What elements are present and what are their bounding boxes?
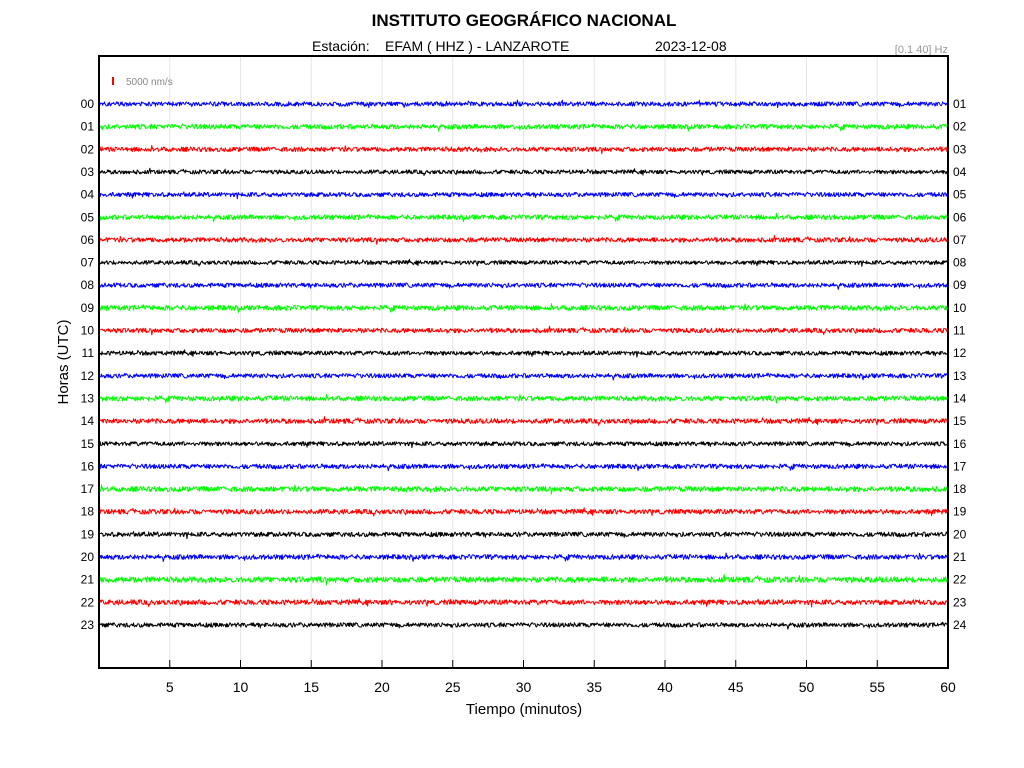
trace-01: [98, 123, 949, 132]
right-hour-label-03: 03: [953, 142, 967, 156]
trace-13: [98, 393, 949, 404]
chart-title: INSTITUTO GEOGRÁFICO NACIONAL: [372, 11, 677, 30]
trace-19: [98, 531, 949, 540]
right-hour-label-23: 23: [953, 595, 967, 609]
trace-14: [98, 416, 949, 426]
x-tick-label-50: 50: [799, 679, 815, 695]
left-hour-label-05: 05: [81, 210, 95, 224]
x-tick-label-40: 40: [657, 679, 673, 695]
right-hour-label-01: 01: [953, 97, 967, 111]
filter-band: [0.1 40] Hz: [895, 44, 948, 56]
right-hour-label-22: 22: [953, 573, 967, 587]
trace-10: [98, 325, 949, 336]
right-hour-labels: 01 02 03 04 05 06 07 08 09 10 11 12 13 14 15 16 17 18 19 20…: [953, 97, 967, 632]
right-hour-label-14: 14: [953, 391, 967, 405]
trace-07: [98, 258, 949, 267]
x-tick-label-55: 55: [869, 679, 885, 695]
trace-00: [98, 99, 949, 109]
right-hour-label-13: 13: [953, 369, 967, 383]
right-hour-label-09: 09: [953, 278, 967, 292]
x-tick-label-10: 10: [233, 679, 249, 695]
left-hour-label-22: 22: [81, 595, 95, 609]
left-hour-label-23: 23: [81, 618, 95, 632]
right-hour-label-11: 11: [953, 324, 966, 338]
trace-06: [98, 235, 949, 245]
trace-16: [98, 463, 949, 472]
right-hour-label-05: 05: [953, 188, 967, 202]
left-hour-label-21: 21: [81, 573, 95, 587]
right-hour-label-15: 15: [953, 414, 967, 428]
x-tick-label-20: 20: [374, 679, 390, 695]
record-date: 2023-12-08: [655, 38, 727, 54]
trace-04: [98, 191, 949, 200]
trace-03: [98, 167, 949, 176]
left-hour-label-19: 19: [81, 527, 95, 541]
trace-23: [98, 621, 949, 630]
trace-11: [98, 349, 949, 358]
left-hour-label-10: 10: [81, 324, 95, 338]
left-hour-label-11: 11: [82, 346, 95, 360]
y-axis-label: Horas (UTC): [55, 319, 72, 404]
left-hour-label-08: 08: [81, 278, 95, 292]
left-hour-label-04: 04: [81, 188, 95, 202]
x-tick-label-25: 25: [445, 679, 461, 695]
trace-21: [98, 573, 949, 586]
left-hour-labels: 00 01 02 03 04 05 06 07 08 09 10 11 12 13 14 15 16 17 18 19…: [81, 97, 95, 632]
left-hour-label-09: 09: [81, 301, 95, 315]
x-tick-label-45: 45: [728, 679, 744, 695]
x-tick-label-35: 35: [586, 679, 602, 695]
right-hour-label-24: 24: [953, 618, 967, 632]
trace-17: [98, 484, 949, 495]
right-hour-label-08: 08: [953, 256, 967, 270]
left-hour-label-07: 07: [81, 256, 95, 270]
left-hour-label-00: 00: [81, 97, 95, 111]
x-tick-label-5: 5: [166, 679, 174, 695]
left-hour-label-02: 02: [81, 142, 95, 156]
left-hour-label-12: 12: [81, 369, 95, 383]
trace-22: [98, 597, 949, 608]
left-hour-label-16: 16: [81, 459, 95, 473]
x-axis-label: Tiempo (minutos): [466, 701, 582, 718]
right-hour-label-07: 07: [953, 233, 967, 247]
station-prefix: Estación:: [312, 38, 370, 54]
right-hour-label-12: 12: [953, 346, 967, 360]
left-hour-label-13: 13: [81, 391, 95, 405]
right-hour-label-21: 21: [953, 550, 967, 564]
right-hour-label-20: 20: [953, 527, 967, 541]
trace-08: [98, 282, 949, 290]
left-hour-label-14: 14: [81, 414, 95, 428]
x-tick-label-60: 60: [940, 679, 956, 695]
scale-label: 5000 nm/s: [126, 77, 173, 88]
left-hour-label-01: 01: [81, 120, 95, 134]
right-hour-label-16: 16: [953, 437, 967, 451]
left-hour-label-20: 20: [81, 550, 95, 564]
x-tick-label-15: 15: [303, 679, 319, 695]
trace-20: [98, 552, 949, 563]
trace-12: [98, 372, 949, 381]
right-hour-label-06: 06: [953, 210, 967, 224]
right-hour-label-17: 17: [953, 459, 967, 473]
left-hour-label-15: 15: [81, 437, 95, 451]
trace-group: [98, 99, 949, 630]
trace-09: [98, 303, 949, 313]
trace-15: [98, 440, 949, 449]
left-hour-label-17: 17: [81, 482, 95, 496]
trace-05: [98, 212, 949, 223]
right-hour-label-10: 10: [953, 301, 967, 315]
right-hour-label-02: 02: [953, 120, 967, 134]
left-hour-label-06: 06: [81, 233, 95, 247]
station-name: EFAM ( HHZ ) - LANZAROTE: [385, 38, 569, 54]
right-hour-label-04: 04: [953, 165, 967, 179]
left-hour-label-03: 03: [81, 165, 95, 179]
x-axis-ticks: 5 10 15 20 25 30 35 40 45 50 55 60: [166, 660, 956, 695]
trace-18: [98, 506, 949, 517]
trace-02: [98, 144, 949, 155]
right-hour-label-18: 18: [953, 482, 967, 496]
right-hour-label-19: 19: [953, 505, 967, 519]
grid-lines: [169, 56, 878, 668]
left-hour-label-18: 18: [81, 505, 95, 519]
x-tick-label-30: 30: [516, 679, 532, 695]
